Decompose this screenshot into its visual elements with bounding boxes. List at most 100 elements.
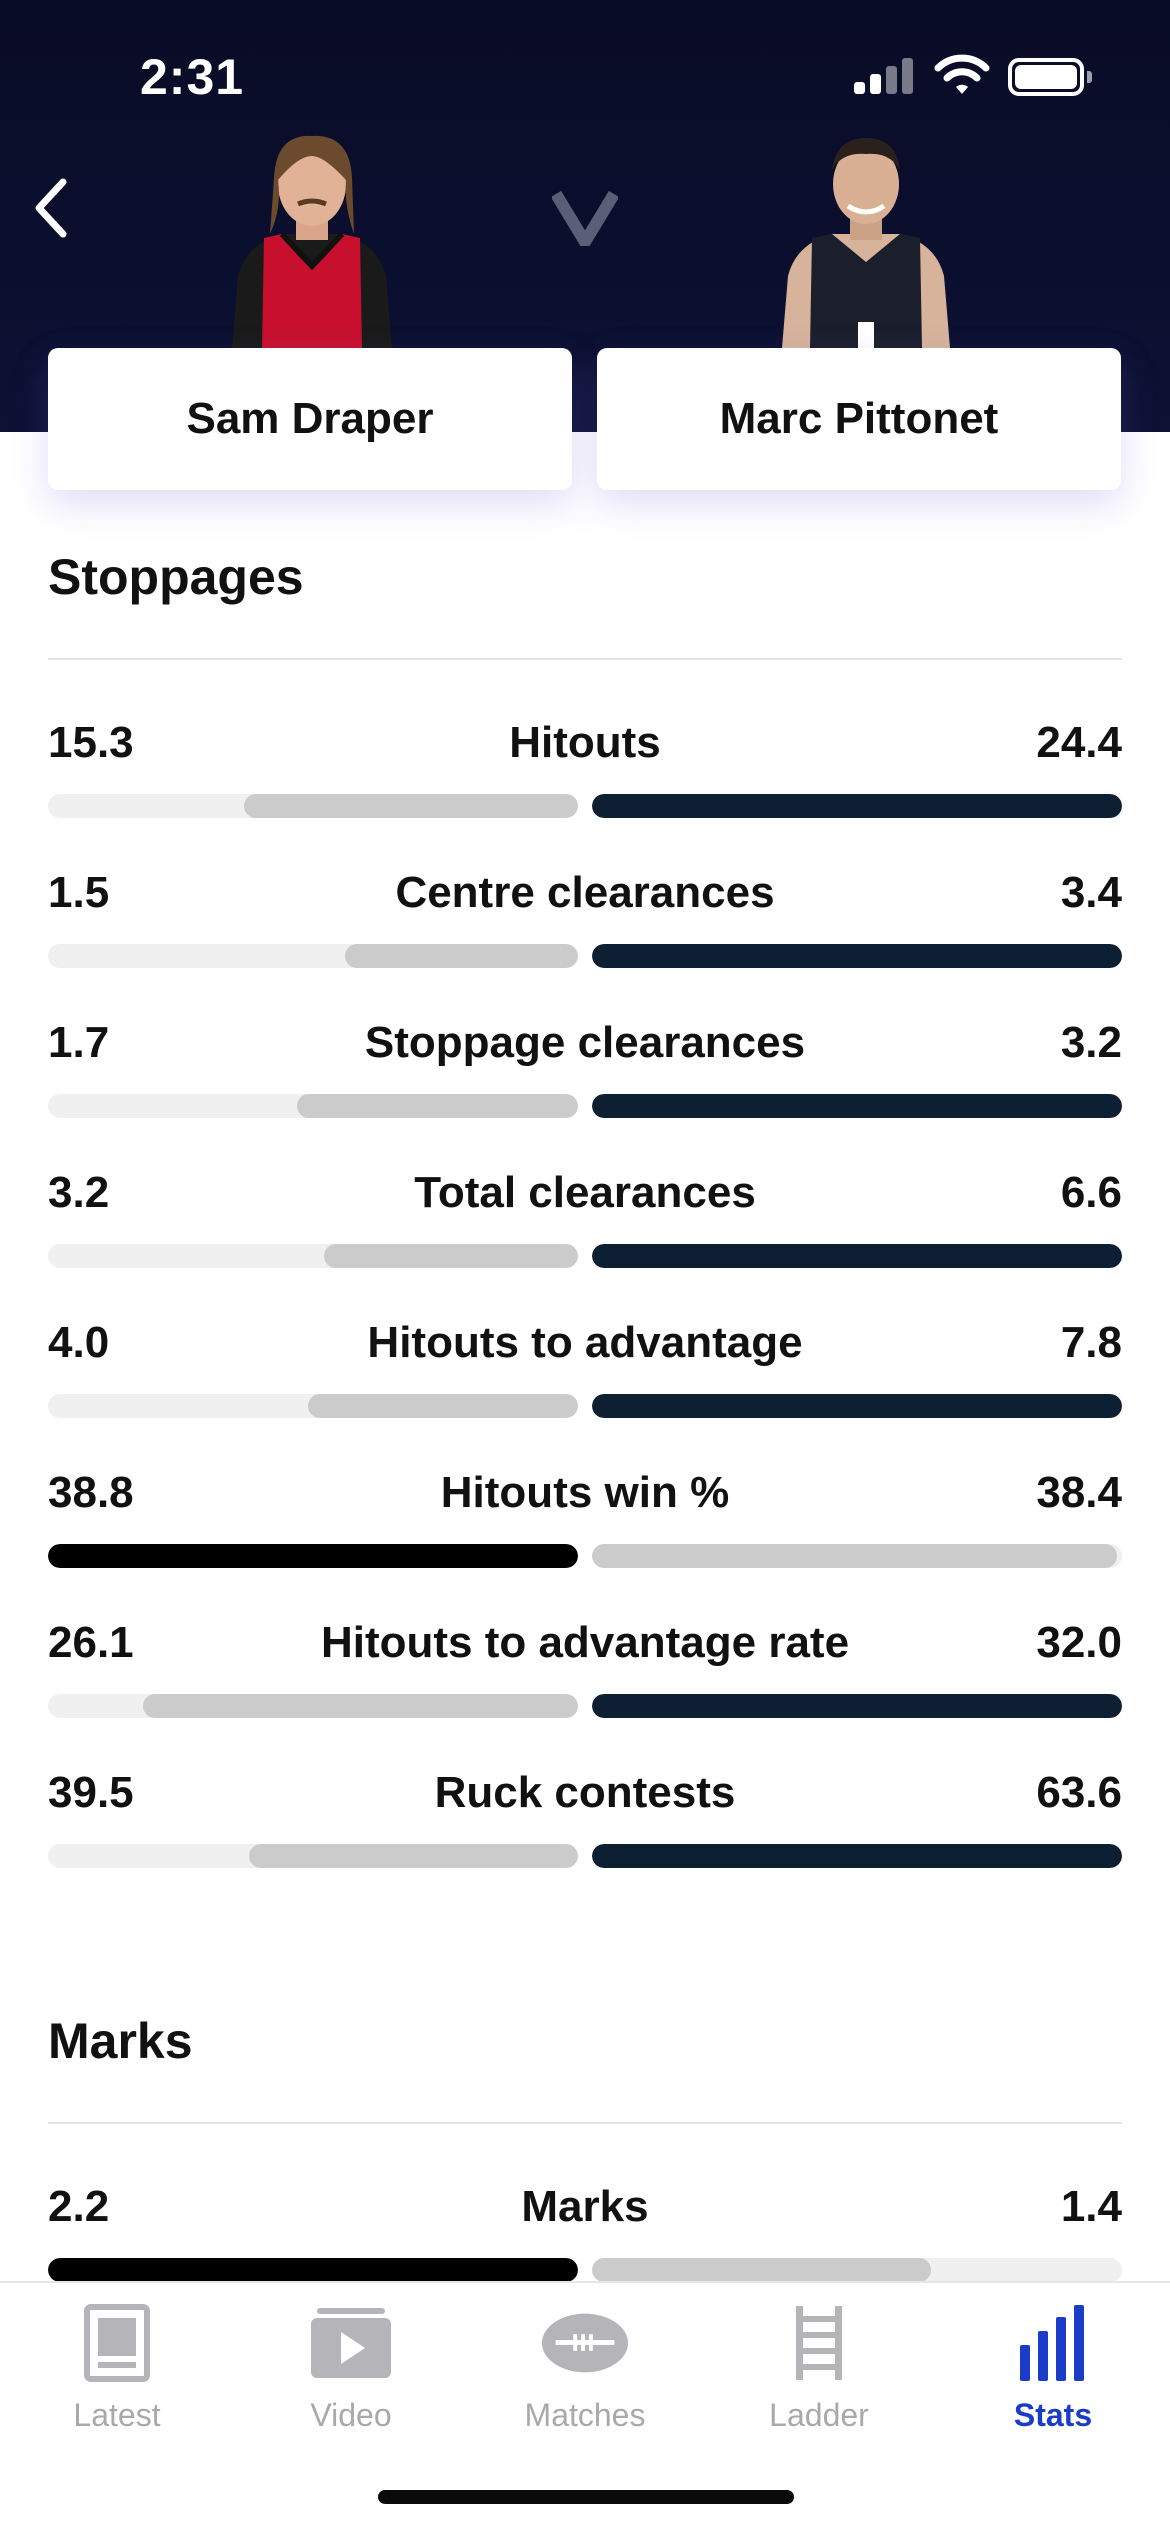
stat-value-right: 32.0	[1036, 1618, 1122, 1667]
stat-row: 15.3 Hitouts 24.4	[48, 718, 1122, 838]
stat-row: 4.0 Hitouts to advantage 7.8	[48, 1318, 1122, 1438]
stat-label: Hitouts	[509, 718, 661, 767]
player-card-left[interactable]: Sam Draper	[48, 348, 572, 490]
stat-bar-left	[344, 944, 578, 968]
stat-label: Total clearances	[414, 1168, 756, 1217]
stat-bar-right-track	[592, 1244, 1122, 1268]
stat-bar-left-track	[48, 1094, 578, 1118]
back-button[interactable]	[16, 168, 86, 248]
bar-chart-icon	[1020, 2305, 1084, 2381]
stat-value-left: 38.8	[48, 1468, 134, 1517]
stat-label: Hitouts win %	[440, 1468, 730, 1517]
tab-latest[interactable]: Latest	[0, 2301, 234, 2441]
wifi-icon	[934, 54, 990, 94]
stat-label: Hitouts to advantage rate	[320, 1618, 850, 1667]
stat-value-left: 2.2	[48, 2182, 110, 2231]
stat-bar-left-track	[48, 1694, 578, 1718]
stat-bar-right	[592, 1244, 1122, 1268]
stat-value-right: 1.4	[1060, 2182, 1122, 2231]
player-name-left: Sam Draper	[186, 394, 434, 443]
stat-bar-left	[143, 1694, 578, 1718]
tab-label: Video	[310, 2397, 392, 2433]
stat-bar-right	[592, 944, 1122, 968]
stat-value-right: 3.2	[1060, 1018, 1122, 1067]
stat-row: 3.2 Total clearances 6.6	[48, 1168, 1122, 1288]
section-title-stoppages: Stoppages	[48, 549, 304, 605]
news-icon	[84, 2304, 150, 2382]
stat-label: Ruck contests	[434, 1768, 736, 1817]
stat-bar-left	[48, 2258, 578, 2282]
stat-bar-right-track	[592, 1844, 1122, 1868]
stat-bar-right	[592, 1844, 1122, 1868]
cellular-signal-icon	[854, 58, 914, 94]
stat-row: 2.2 Marks 1.4	[48, 2182, 1122, 2302]
stat-bar-left-track	[48, 2258, 578, 2282]
stat-bar-left	[297, 1094, 578, 1118]
stat-value-right: 24.4	[1036, 718, 1122, 767]
player-photo-left	[232, 135, 392, 348]
stat-bar-right-track	[592, 2258, 1122, 2282]
stat-bar-left-track	[48, 1844, 578, 1868]
chevron-left-icon	[35, 178, 67, 238]
status-time: 2:31	[140, 49, 245, 105]
tab-label: Ladder	[769, 2397, 869, 2433]
stat-row: 1.7 Stoppage clearances 3.2	[48, 1018, 1122, 1138]
tab-video[interactable]: Video	[234, 2301, 468, 2441]
stat-value-right: 7.8	[1060, 1318, 1122, 1367]
stat-row: 38.8 Hitouts win % 38.4	[48, 1468, 1122, 1588]
stat-bar-left-track	[48, 944, 578, 968]
stat-bar-left-track	[48, 1244, 578, 1268]
stat-value-right: 3.4	[1060, 868, 1122, 917]
stat-value-left: 26.1	[48, 1618, 134, 1667]
stat-bar-right-track	[592, 1094, 1122, 1118]
stat-bar-right-track	[592, 1544, 1122, 1568]
section-divider	[48, 2122, 1122, 2124]
stat-label: Hitouts to advantage	[367, 1318, 803, 1367]
tab-stats[interactable]: Stats	[936, 2301, 1170, 2441]
tab-matches[interactable]: Matches	[468, 2301, 702, 2441]
tab-ladder[interactable]: Ladder	[702, 2301, 936, 2441]
stat-value-left: 1.5	[48, 868, 110, 917]
stat-bar-right-track	[592, 1694, 1122, 1718]
stat-bar-right	[592, 1094, 1122, 1118]
stat-row: 39.5 Ruck contests 63.6	[48, 1768, 1122, 1888]
stat-bar-left-track	[48, 794, 578, 818]
section-title-marks: Marks	[48, 2013, 193, 2069]
stat-bar-left	[249, 1844, 578, 1868]
player-photo-right	[782, 138, 950, 348]
stat-value-left: 1.7	[48, 1018, 110, 1067]
stat-bar-left-track	[48, 1544, 578, 1568]
section-divider	[48, 658, 1122, 660]
stat-bar-right	[592, 1544, 1117, 1568]
stat-value-left: 39.5	[48, 1768, 134, 1817]
tab-label: Stats	[1013, 2397, 1093, 2433]
battery-icon	[1008, 58, 1092, 96]
stat-bar-right	[592, 1694, 1122, 1718]
video-play-icon	[311, 2308, 391, 2378]
home-indicator	[378, 2490, 794, 2504]
tab-label: Matches	[524, 2397, 646, 2433]
stat-value-right: 63.6	[1036, 1768, 1122, 1817]
stat-bar-left	[48, 1544, 578, 1568]
stat-bar-left	[244, 794, 578, 818]
stat-row: 26.1 Hitouts to advantage rate 32.0	[48, 1618, 1122, 1738]
status-bar: 2:31	[0, 0, 1170, 150]
stat-bar-right	[592, 794, 1122, 818]
football-icon	[541, 2313, 629, 2373]
stat-value-right: 38.4	[1036, 1468, 1122, 1517]
stat-value-left: 3.2	[48, 1168, 110, 1217]
stat-label: Stoppage clearances	[364, 1018, 806, 1067]
stat-row: 1.5 Centre clearances 3.4	[48, 868, 1122, 988]
stat-value-left: 15.3	[48, 718, 134, 767]
versus-mark	[552, 190, 618, 246]
player-card-right[interactable]: Marc Pittonet	[597, 348, 1121, 490]
stat-bar-right-track	[592, 944, 1122, 968]
stat-bar-right	[592, 1394, 1122, 1418]
stat-label: Centre clearances	[395, 868, 775, 917]
ladder-icon	[796, 2306, 842, 2380]
stat-bar-right-track	[592, 1394, 1122, 1418]
stat-label: Marks	[521, 2182, 649, 2231]
player-name-right: Marc Pittonet	[719, 394, 999, 443]
stat-bar-right-track	[592, 794, 1122, 818]
stat-bar-left	[323, 1244, 578, 1268]
